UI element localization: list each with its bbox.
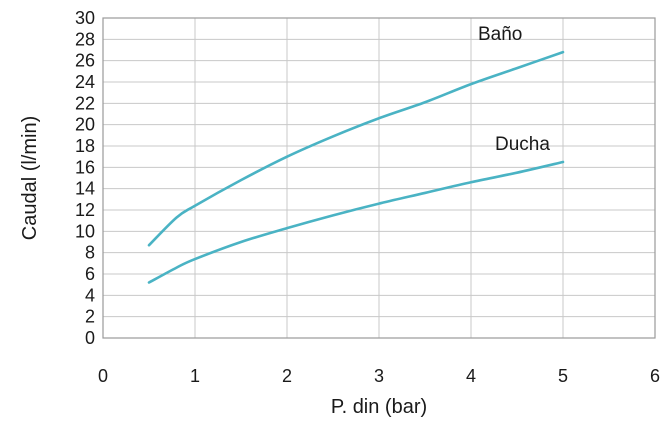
y-tick-label: 16: [75, 157, 95, 177]
x-tick-label: 4: [466, 366, 476, 386]
y-axis-label: Caudal (l/min): [19, 116, 41, 240]
x-tick-label: 0: [98, 366, 108, 386]
series-labels: Baño Ducha: [478, 24, 550, 155]
y-tick-label: 6: [85, 264, 95, 284]
y-tick-label: 30: [75, 8, 95, 28]
y-tick-label: 20: [75, 115, 95, 135]
x-tick-label: 5: [558, 366, 568, 386]
series-line-ba-o: [147, 50, 565, 247]
y-tick-label: 24: [75, 72, 95, 92]
series-label-ba-o: Baño: [478, 24, 522, 45]
y-tick-label: 26: [75, 51, 95, 71]
grid: [102, 17, 656, 339]
plot-frame: [102, 17, 656, 339]
y-tick-label: 18: [75, 136, 95, 156]
y-tick-label: 2: [85, 307, 95, 327]
y-tick-label: 4: [85, 285, 95, 305]
series-lines: [147, 50, 565, 284]
y-tick-label: 0: [85, 328, 95, 348]
y-tick-label: 12: [75, 200, 95, 220]
x-tick-label: 6: [650, 366, 660, 386]
y-tick-label: 14: [75, 179, 95, 199]
x-tick-label: 2: [282, 366, 292, 386]
series-line-ducha: [147, 160, 565, 284]
x-tick-label: 1: [190, 366, 200, 386]
plot-border: [102, 17, 656, 339]
y-tick-label: 10: [75, 221, 95, 241]
x-tick-label: 3: [374, 366, 384, 386]
y-tick-label: 22: [75, 93, 95, 113]
y-tick-label: 8: [85, 243, 95, 263]
x-tick-labels: 0 1 2 3 4 5 6: [98, 366, 660, 386]
series-label-ducha: Ducha: [495, 134, 550, 155]
y-tick-label: 28: [75, 29, 95, 49]
x-axis-label: P. din (bar): [331, 396, 427, 418]
